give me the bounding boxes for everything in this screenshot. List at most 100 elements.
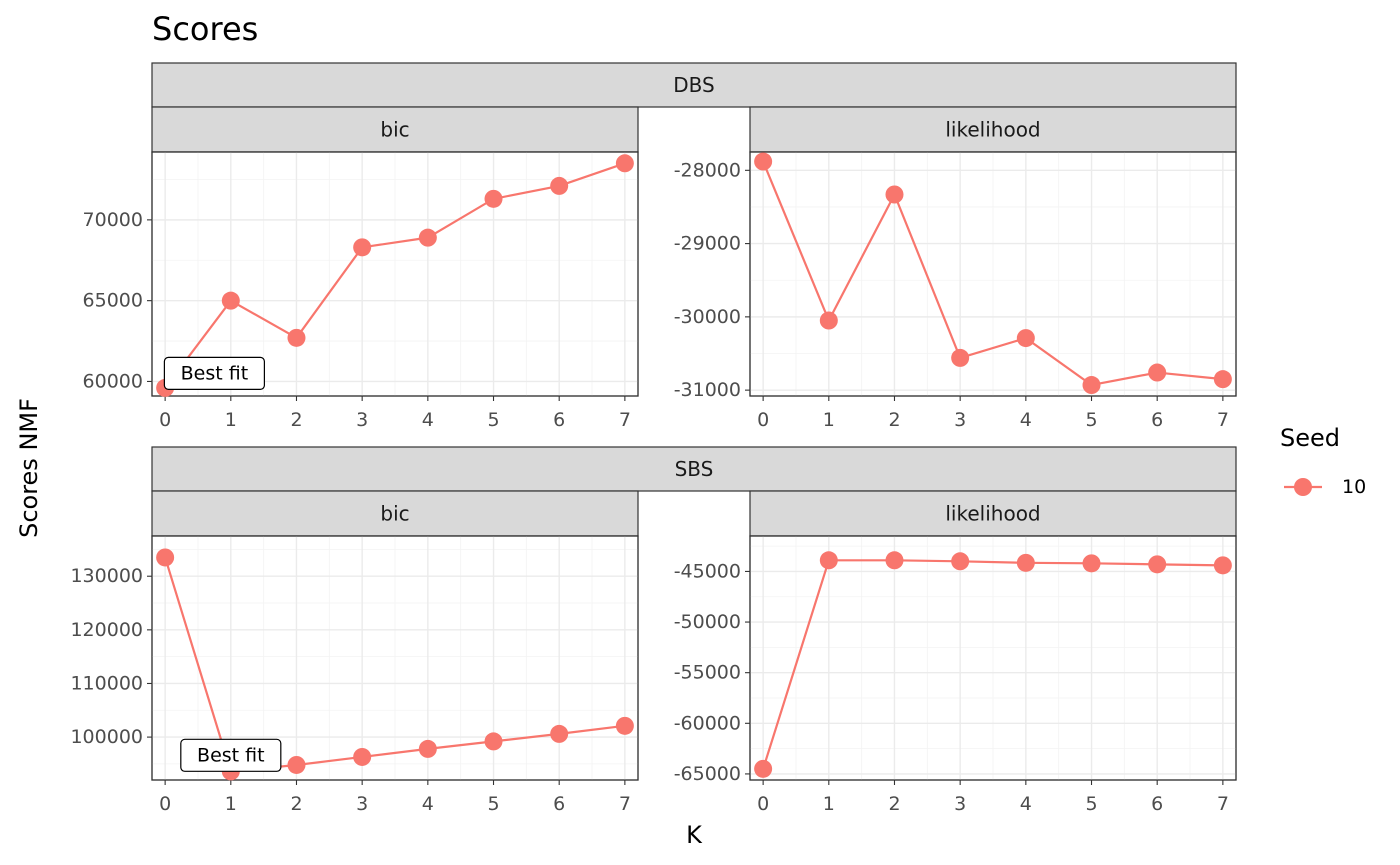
y-tick-label: -31000	[674, 379, 741, 401]
data-point	[754, 759, 773, 778]
y-tick-label: -45000	[674, 560, 741, 582]
facet-strip-bg	[151, 490, 639, 537]
facet-strip-bg	[749, 490, 1237, 537]
best-fit-annotation: Best fit	[180, 738, 282, 772]
data-point	[951, 348, 970, 367]
panel-dbs-likelihood: likelihood 0 1 2 3 4 5 6 7 -31000 -30000 -29000 -280…	[674, 106, 1237, 431]
annotation-label: Best fit	[197, 744, 265, 766]
annotation-label: Best fit	[181, 362, 249, 384]
legend-label: 10	[1342, 476, 1366, 498]
panel-border	[151, 535, 639, 781]
y-tick-label: 60000	[83, 370, 143, 392]
y-tick-label: -60000	[674, 712, 741, 734]
facet-strip-label: bic	[380, 118, 409, 142]
data-point	[353, 238, 372, 257]
gridlines	[152, 152, 638, 396]
data-point	[1082, 376, 1101, 395]
x-tick-label: 2	[290, 793, 302, 815]
data-point	[221, 291, 240, 310]
data-point	[1148, 363, 1167, 382]
facet-strip-bg	[151, 106, 639, 153]
data-point	[550, 724, 569, 743]
panel-border	[749, 151, 1237, 397]
data-point	[1213, 370, 1232, 389]
data-point	[418, 228, 437, 247]
group-strip-bg	[151, 62, 1237, 108]
x-tick-label: 1	[225, 793, 237, 815]
panel-sbs-bic: bic 0 1 2 3 4 5 6 7 100000 110000 120000 130000 Best …	[70, 490, 639, 815]
group-strip-label: SBS	[675, 457, 714, 481]
x-tick-label: 4	[1020, 409, 1032, 431]
facet-strip-label: bic	[380, 502, 409, 526]
x-tick-label: 4	[1020, 793, 1032, 815]
data-point	[819, 551, 838, 570]
x-tick-label: 7	[1217, 793, 1229, 815]
x-tick-label: 3	[954, 793, 966, 815]
x-tick-label: 1	[225, 409, 237, 431]
facet-strip-bg	[749, 106, 1237, 153]
x-tick-label: 7	[619, 409, 631, 431]
annotation-box	[180, 738, 282, 772]
legend-title: Seed	[1280, 424, 1340, 452]
x-tick-label: 3	[954, 409, 966, 431]
x-tick-label: 0	[757, 409, 769, 431]
group-strip-sbs: SBS	[151, 446, 1237, 492]
data-point	[1082, 554, 1101, 573]
data-point	[1016, 329, 1035, 348]
series-line	[762, 559, 1223, 770]
group-strip-bg	[151, 446, 1237, 492]
data-point	[156, 548, 175, 567]
x-tick-label: 3	[356, 793, 368, 815]
y-tick-label: 130000	[70, 565, 143, 587]
data-point	[819, 311, 838, 330]
series-line	[164, 162, 626, 389]
data-point	[550, 176, 569, 195]
facet-strip-label: likelihood	[945, 118, 1040, 142]
x-tick-label: 6	[553, 793, 565, 815]
data-point	[484, 189, 503, 208]
y-tick-label: 65000	[83, 290, 143, 312]
y-tick-label: 70000	[83, 209, 143, 231]
gridlines	[152, 536, 638, 780]
data-point	[885, 185, 904, 204]
x-tick-label: 2	[888, 793, 900, 815]
panel-sbs-likelihood: likelihood 0 1 2 3 4 5 6 7 -65000 -60000 -55000 -500…	[674, 490, 1237, 815]
gridlines	[750, 536, 1236, 780]
data-point	[353, 747, 372, 766]
y-tick-label: -50000	[674, 611, 741, 633]
x-tick-label: 5	[487, 793, 499, 815]
x-tick-label: 6	[1151, 793, 1163, 815]
series-line	[762, 161, 1223, 387]
x-tick-label: 0	[159, 793, 171, 815]
data-point	[287, 328, 306, 347]
facet-strip-label: likelihood	[945, 502, 1040, 526]
panel-border	[749, 535, 1237, 781]
y-tick-label: -30000	[674, 306, 741, 328]
legend: Seed 10	[1280, 424, 1366, 498]
x-tick-label: 2	[888, 409, 900, 431]
y-tick-label: 120000	[70, 619, 143, 641]
x-tick-label: 5	[1085, 409, 1097, 431]
x-tick-label: 2	[290, 409, 302, 431]
data-point	[484, 732, 503, 751]
data-point	[885, 551, 904, 570]
annotation-box	[163, 356, 265, 390]
panel-border	[151, 151, 639, 397]
chart-title: Scores	[152, 10, 258, 48]
y-tick-label: -55000	[674, 662, 741, 684]
data-point	[615, 716, 634, 735]
data-point	[615, 154, 634, 173]
x-tick-label: 4	[422, 793, 434, 815]
x-axis-title: K	[686, 821, 703, 849]
group-strip-dbs: DBS	[151, 62, 1237, 108]
data-point	[287, 755, 306, 774]
panel-dbs-bic: bic 0 1 2 3 4 5 6 7 60000 65000 70000 Best fit	[83, 106, 639, 431]
x-tick-label: 1	[823, 793, 835, 815]
x-tick-label: 0	[159, 409, 171, 431]
data-point	[1213, 556, 1232, 575]
x-tick-label: 0	[757, 793, 769, 815]
x-tick-label: 6	[1151, 409, 1163, 431]
data-point	[1148, 555, 1167, 574]
